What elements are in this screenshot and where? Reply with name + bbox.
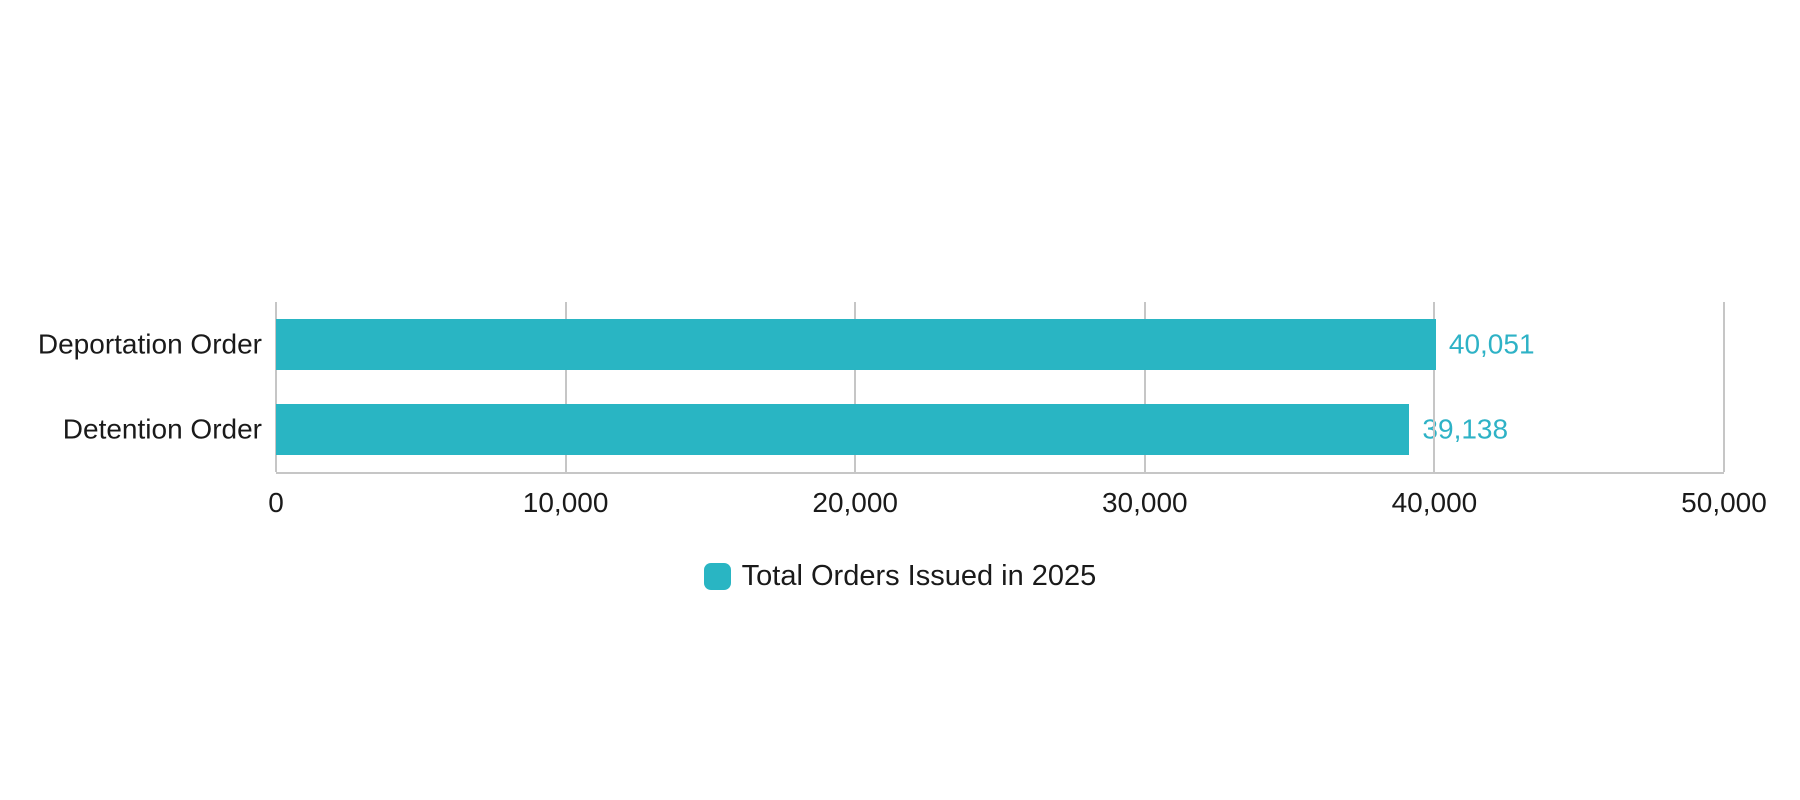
category-label: Deportation Order <box>37 327 262 359</box>
gridline <box>1433 302 1436 472</box>
plot-area <box>275 302 1725 474</box>
gridline <box>1143 302 1146 472</box>
x-tick-label: 20,000 <box>812 487 899 518</box>
value-label: 39,138 <box>1422 412 1509 444</box>
legend: Total Orders Issued in 2025 <box>0 562 1800 591</box>
bar-detention-order[interactable] <box>276 404 1410 455</box>
x-tick-label: 30,000 <box>1101 487 1188 518</box>
legend-swatch-icon <box>703 563 731 590</box>
x-tick-label: 0 <box>268 487 284 518</box>
gridline <box>854 302 857 472</box>
gridline <box>564 302 567 472</box>
x-tick-label: 10,000 <box>522 487 609 518</box>
value-label: 40,051 <box>1448 327 1535 359</box>
legend-label: Total Orders Issued in 2025 <box>741 560 1097 592</box>
gridline <box>1723 302 1725 472</box>
x-tick-label: 50,000 <box>1681 487 1767 518</box>
bar-deportation-order[interactable] <box>276 319 1436 370</box>
category-label: Detention Order <box>62 412 262 444</box>
gridline <box>275 302 277 472</box>
x-tick-label: 40,000 <box>1391 487 1478 518</box>
